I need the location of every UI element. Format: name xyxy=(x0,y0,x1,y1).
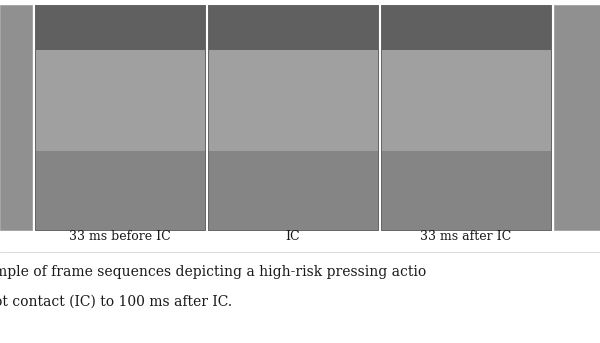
Bar xyxy=(0,5,32,230)
Bar xyxy=(208,50,378,151)
Text: 33 ms after IC: 33 ms after IC xyxy=(421,230,512,244)
Bar xyxy=(208,5,378,50)
Bar xyxy=(381,50,551,151)
Bar xyxy=(381,5,551,230)
Bar xyxy=(35,5,205,230)
Text: 33 ms before IC: 33 ms before IC xyxy=(69,230,171,244)
Bar xyxy=(35,5,205,50)
Bar xyxy=(381,5,551,50)
Text: mple of frame sequences depicting a high-risk pressing actio: mple of frame sequences depicting a high… xyxy=(0,265,426,279)
Text: IC: IC xyxy=(286,230,301,244)
Text: ot contact (IC) to 100 ms after IC.: ot contact (IC) to 100 ms after IC. xyxy=(0,295,232,309)
Bar xyxy=(208,151,378,230)
Bar xyxy=(381,151,551,230)
Bar xyxy=(208,5,378,230)
Bar xyxy=(554,5,600,230)
Bar xyxy=(381,5,551,230)
Bar xyxy=(208,5,378,230)
Bar xyxy=(35,5,205,230)
Bar xyxy=(35,151,205,230)
Bar xyxy=(35,50,205,151)
